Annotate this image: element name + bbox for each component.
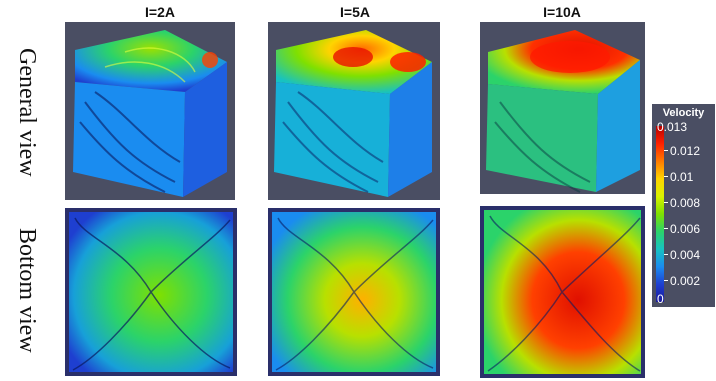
velocity-legend: Velocity 0.013 0.012 0.01 0.008 0.006 0.…	[652, 104, 715, 307]
general-view-10a-image	[480, 22, 645, 194]
legend-tick-0013: 0.013	[657, 120, 688, 134]
legend-tickmark	[664, 202, 668, 203]
legend-tickmark	[664, 254, 668, 255]
legend-tick-0006: 0.006	[670, 222, 701, 236]
legend-tickmark	[664, 150, 668, 151]
row-label-bottom-view: Bottom view	[14, 228, 40, 353]
column-title-5a: I=5A	[340, 4, 370, 20]
legend-tick-001: 0.01	[670, 170, 694, 184]
row-label-general-view: General view	[14, 48, 40, 177]
velocity-colorbar	[656, 126, 664, 302]
bottom-view-5a-image	[268, 208, 440, 376]
bottom-view-10a-image	[480, 206, 645, 378]
general-view-5a-image	[268, 22, 440, 200]
column-title-2a: I=2A	[145, 4, 175, 20]
legend-tick-0002: 0.002	[670, 274, 701, 288]
legend-tick-0: 0	[657, 292, 664, 306]
column-title-10a: I=10A	[543, 4, 581, 20]
legend-tickmark	[664, 228, 668, 229]
legend-tick-0004: 0.004	[670, 248, 701, 262]
legend-tickmark	[664, 176, 668, 177]
legend-title: Velocity	[662, 107, 705, 119]
legend-tick-0012: 0.012	[670, 144, 701, 158]
legend-tickmark	[664, 280, 668, 281]
bottom-view-2a-image	[65, 208, 237, 376]
general-view-2a-image	[65, 22, 235, 200]
legend-tick-0008: 0.008	[670, 196, 701, 210]
